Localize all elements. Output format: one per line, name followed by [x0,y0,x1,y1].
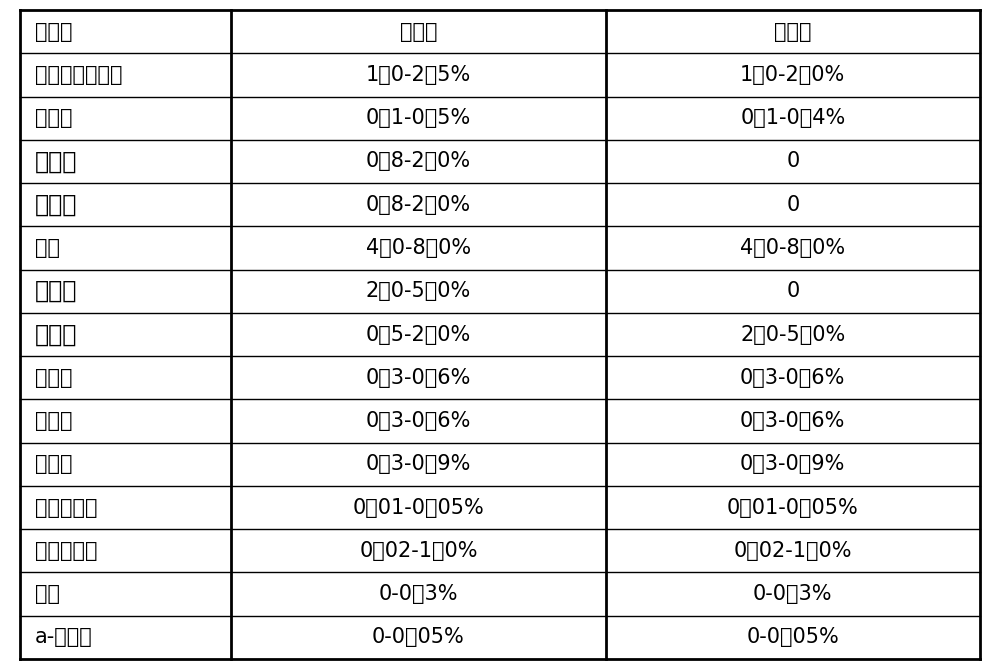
Text: 磷酸氢二钠: 磷酸氢二钠 [35,541,98,561]
Text: 0．01-0．05%: 0．01-0．05% [727,498,859,518]
Text: 0．3-0．6%: 0．3-0．6% [366,368,471,388]
Text: 0．8-2．0%: 0．8-2．0% [366,195,471,215]
Text: 硅油: 硅油 [35,584,60,604]
Text: 0-0．05%: 0-0．05% [746,628,839,648]
Text: 0．3-0．6%: 0．3-0．6% [740,368,845,388]
Text: 0: 0 [786,281,799,301]
Text: 2．0-5．0%: 2．0-5．0% [740,324,845,345]
Text: 硫酸铵: 硫酸铵 [35,454,72,474]
Text: 葡萄糖（液糖）: 葡萄糖（液糖） [35,65,122,85]
Text: 0．01-0．05%: 0．01-0．05% [353,498,484,518]
Text: 氯化钠: 氯化钠 [35,368,72,388]
Text: 1．0-2．5%: 1．0-2．5% [366,65,471,85]
Text: 0-0．05%: 0-0．05% [372,628,465,648]
Text: 0-0．3%: 0-0．3% [753,584,833,604]
Text: 0．02-1．0%: 0．02-1．0% [359,541,478,561]
Text: 花生粉: 花生粉 [35,279,77,303]
Text: 0．8-2．0%: 0．8-2．0% [366,151,471,171]
Text: a-淀粉酶: a-淀粉酶 [35,628,93,648]
Text: 原材料: 原材料 [35,21,72,41]
Text: 0-0．3%: 0-0．3% [379,584,458,604]
Text: 4．0-8．0%: 4．0-8．0% [740,238,845,258]
Text: 0．3-0．6%: 0．3-0．6% [366,411,471,431]
Text: 0．02-1．0%: 0．02-1．0% [734,541,852,561]
Text: 0: 0 [786,151,799,171]
Text: 1．0-2．0%: 1．0-2．0% [740,65,845,85]
Text: 酵母粉: 酵母粉 [35,193,77,217]
Text: 2．0-5．0%: 2．0-5．0% [366,281,471,301]
Text: 玉米浆: 玉米浆 [35,108,72,128]
Text: 磷酸二氢钾: 磷酸二氢钾 [35,498,98,518]
Text: 0．3-0．9%: 0．3-0．9% [366,454,471,474]
Text: 原配方: 原配方 [400,21,437,41]
Text: 0．3-0．9%: 0．3-0．9% [740,454,845,474]
Text: 黄豆粉: 黄豆粉 [35,322,77,347]
Text: 4．0-8．0%: 4．0-8．0% [366,238,471,258]
Text: 蛋白胨: 蛋白胨 [35,149,77,173]
Text: 碳酸钙: 碳酸钙 [35,411,72,431]
Text: 0．1-0．4%: 0．1-0．4% [740,108,845,128]
Text: 0．1-0．5%: 0．1-0．5% [366,108,471,128]
Text: 0: 0 [786,195,799,215]
Text: 米粉: 米粉 [35,238,60,258]
Text: 变更后: 变更后 [774,21,812,41]
Text: 0．3-0．6%: 0．3-0．6% [740,411,845,431]
Text: 0．5-2．0%: 0．5-2．0% [366,324,471,345]
